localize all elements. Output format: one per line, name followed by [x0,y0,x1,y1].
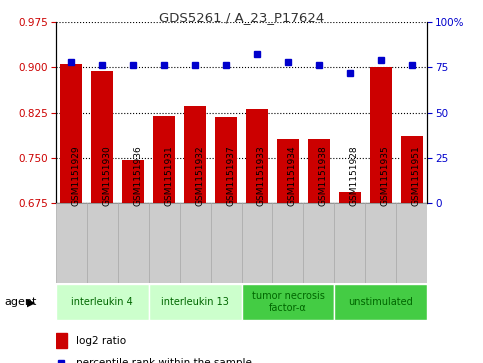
FancyBboxPatch shape [86,203,117,283]
Text: ▶: ▶ [27,297,36,307]
FancyBboxPatch shape [56,203,86,283]
Bar [215,117,237,203]
Text: unstimulated: unstimulated [349,297,413,307]
FancyBboxPatch shape [242,284,334,321]
Text: GSM1151936: GSM1151936 [133,145,142,206]
FancyBboxPatch shape [366,203,397,283]
Bar [339,192,361,203]
Text: agent: agent [5,297,37,307]
FancyBboxPatch shape [334,284,427,321]
Text: GSM1151929: GSM1151929 [71,145,80,206]
FancyBboxPatch shape [303,203,334,283]
Bar [60,64,82,203]
Bar [401,135,423,203]
Text: interleukin 4: interleukin 4 [71,297,133,307]
FancyBboxPatch shape [211,203,242,283]
FancyBboxPatch shape [334,203,366,283]
Bar [122,160,144,203]
Text: GSM1151937: GSM1151937 [226,145,235,206]
Text: GSM1151928: GSM1151928 [350,145,359,206]
Text: percentile rank within the sample: percentile rank within the sample [76,358,252,363]
FancyBboxPatch shape [242,203,272,283]
FancyBboxPatch shape [272,203,303,283]
Text: GSM1151951: GSM1151951 [412,145,421,206]
Bar [153,116,175,203]
Text: GSM1151930: GSM1151930 [102,145,111,206]
Text: GSM1151934: GSM1151934 [288,145,297,206]
Text: GSM1151935: GSM1151935 [381,145,390,206]
Bar [277,139,299,203]
Bar [184,106,206,203]
Bar [246,109,268,203]
FancyBboxPatch shape [149,284,242,321]
Text: GDS5261 / A_23_P17624: GDS5261 / A_23_P17624 [159,11,324,24]
Text: tumor necrosis
factor-α: tumor necrosis factor-α [252,291,325,313]
Bar [56,333,67,348]
FancyBboxPatch shape [397,203,427,283]
FancyBboxPatch shape [180,203,211,283]
Text: GSM1151933: GSM1151933 [257,145,266,206]
Text: log2 ratio: log2 ratio [76,336,126,346]
Text: GSM1151938: GSM1151938 [319,145,328,206]
Text: GSM1151932: GSM1151932 [195,145,204,206]
Bar [308,139,330,203]
Text: interleukin 13: interleukin 13 [161,297,229,307]
FancyBboxPatch shape [56,284,149,321]
FancyBboxPatch shape [149,203,180,283]
Bar [91,72,113,203]
Bar [370,67,392,203]
FancyBboxPatch shape [117,203,149,283]
Text: GSM1151931: GSM1151931 [164,145,173,206]
